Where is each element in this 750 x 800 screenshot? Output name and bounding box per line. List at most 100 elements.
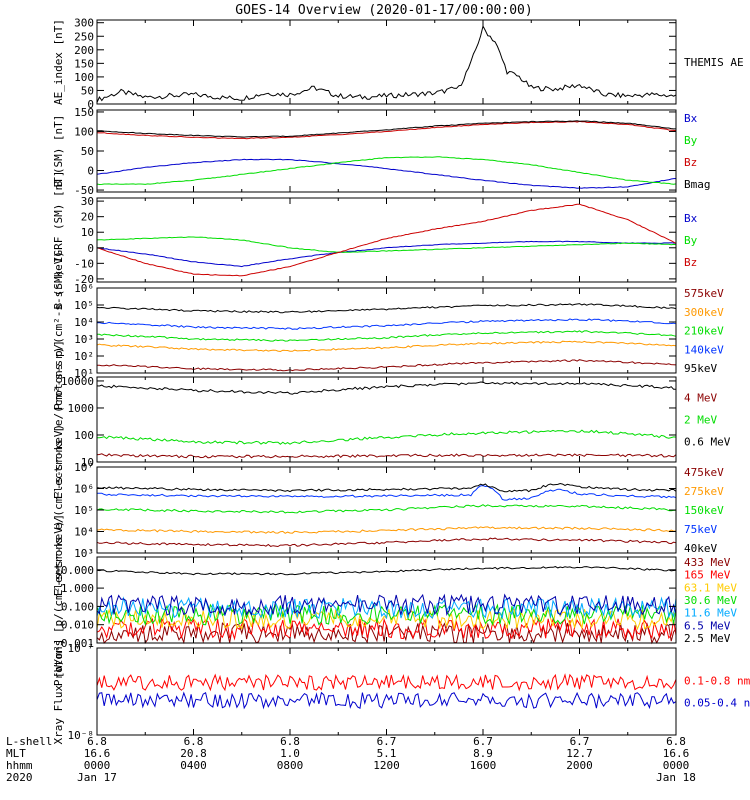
series-line-4-2 bbox=[96, 340, 677, 353]
x-tick-label: 6.8 bbox=[666, 735, 686, 748]
series-line-8-2 bbox=[96, 691, 677, 710]
legend-entry: 4 MeV bbox=[684, 392, 717, 405]
panel-2: -50 0 50 100 150 B (SM) [nT] Bx By Bz Bmag bbox=[52, 106, 711, 197]
x-axis-row-label: hhmm bbox=[6, 759, 33, 772]
panel-frame bbox=[96, 647, 677, 736]
legend-entry: Bz bbox=[684, 256, 697, 269]
series-line-6-2 bbox=[96, 526, 677, 534]
legend-entry: 0.05-0.4 nm bbox=[684, 697, 750, 710]
series-line-4-4 bbox=[97, 318, 677, 330]
legend-entry: Bmag bbox=[684, 178, 711, 191]
series-line-6-4 bbox=[97, 485, 677, 501]
y-tick-label: 1000 bbox=[68, 402, 95, 415]
legend-entry: 140keV bbox=[684, 343, 724, 356]
legend-entry: 2 MeV bbox=[684, 414, 717, 427]
legend-entry: Bz bbox=[684, 156, 697, 169]
y-tick-label: 150 bbox=[74, 57, 94, 70]
x-tick-label: 20.8 bbox=[180, 747, 207, 760]
y-axis-label: Xray Flux [W/m²] bbox=[52, 639, 65, 745]
y-axis-label: Electrons e/(cm²-s-sr-keV) bbox=[52, 424, 65, 596]
x-tick-label: 6.8 bbox=[87, 735, 107, 748]
legend-entry: 75keV bbox=[684, 523, 717, 536]
series-line-6-1 bbox=[96, 537, 677, 548]
y-tick-label: -20 bbox=[74, 273, 94, 286]
series-line-1-1 bbox=[96, 24, 677, 103]
y-axis-label: Protons p/(cm²-s-sr-keV) bbox=[52, 251, 65, 410]
series-line-7-6 bbox=[96, 593, 677, 617]
x-tick-label: 0800 bbox=[277, 759, 304, 772]
y-tick-label: 100 bbox=[74, 125, 94, 138]
series-line-3-2 bbox=[96, 236, 677, 253]
series-line-2-2 bbox=[96, 156, 677, 186]
y-tick-label: 10 bbox=[81, 456, 94, 469]
legend-entry: 2.5 MeV bbox=[684, 632, 731, 645]
y-tick-label: 50 bbox=[81, 145, 94, 158]
legend-entry: 275keV bbox=[684, 485, 724, 498]
y-tick-label: 10000 bbox=[61, 375, 94, 388]
legend-entry: THEMIS AE bbox=[684, 56, 744, 69]
legend-entry: 63.1 MeV bbox=[684, 581, 737, 594]
x-tick-label: 6.8 bbox=[280, 735, 300, 748]
legend-entry: Bx bbox=[684, 212, 698, 225]
x-tick-label: 6.7 bbox=[377, 735, 397, 748]
series-line-5-2 bbox=[96, 429, 677, 445]
y-tick-label: 100 bbox=[74, 429, 94, 442]
y-tick-label: -10 bbox=[74, 257, 94, 270]
x-tick-label: 16.6 bbox=[84, 747, 111, 760]
x-tick-label: 1200 bbox=[373, 759, 400, 772]
panel-frame bbox=[96, 197, 677, 283]
y-tick-label: 100 bbox=[74, 71, 94, 84]
y-tick-label: 10⁻⁸ bbox=[68, 729, 95, 742]
y-tick-label: 300 bbox=[74, 17, 94, 30]
legend-entry: By bbox=[684, 134, 698, 147]
y-tick-label: 10⁵ bbox=[74, 299, 94, 312]
y-axis-label: B (SM) [nT] bbox=[52, 115, 65, 188]
y-tick-label: 1.000 bbox=[61, 582, 94, 595]
figure-title: GOES-14 Overview (2020-01-17/00:00:00) bbox=[235, 3, 532, 18]
y-tick-label: 20 bbox=[81, 211, 94, 224]
x-tick-label: Jan 17 bbox=[77, 771, 117, 784]
y-axis-label: AE_index [nT] bbox=[52, 19, 65, 105]
legend-entry: 0.6 MeV bbox=[684, 436, 731, 449]
series-line-7-2 bbox=[96, 617, 677, 641]
y-tick-label: 10⁴ bbox=[74, 316, 94, 329]
x-tick-label: 8.9 bbox=[473, 747, 493, 760]
x-tick-label: 1.0 bbox=[280, 747, 300, 760]
legend-entry: 575keV bbox=[684, 287, 724, 300]
y-axis-label: B (SM)-IGRF (SM) [nT] bbox=[52, 170, 65, 309]
x-tick-label: 6.7 bbox=[473, 735, 493, 748]
legend-entry: 165 MeV bbox=[684, 569, 731, 582]
x-tick-label: 12.7 bbox=[566, 747, 593, 760]
y-tick-label: 0.010 bbox=[61, 619, 94, 632]
y-tick-label: 10⁶ bbox=[74, 483, 94, 496]
y-tick-label: 10⁴ bbox=[74, 526, 94, 539]
legend-entry: By bbox=[684, 234, 698, 247]
series-line-2-4 bbox=[96, 120, 676, 138]
y-tick-label: 10¹ bbox=[74, 367, 94, 380]
y-tick-label: 250 bbox=[74, 30, 94, 43]
y-tick-label: 0.001 bbox=[61, 637, 94, 650]
legend-entry: 300keV bbox=[684, 306, 724, 319]
y-tick-label: 10 bbox=[81, 226, 94, 239]
legend-entry: Bx bbox=[684, 112, 698, 125]
legend-entry: 0.1-0.8 nm bbox=[684, 675, 750, 688]
panel-3: -20 -10 0 10 20 30 B (SM)-IGRF (SM) [nT] Bx By Bz bbox=[52, 170, 698, 309]
y-tick-label: 10⁵ bbox=[74, 504, 94, 517]
x-axis-row-label: L-shell bbox=[6, 735, 52, 748]
x-tick-label: 0000 bbox=[84, 759, 111, 772]
legend-entry: 11.6 MeV bbox=[684, 607, 737, 620]
legend-entry: 475keV bbox=[684, 466, 724, 479]
panel-frame bbox=[96, 19, 677, 105]
legend-entry: 150keV bbox=[684, 504, 724, 517]
x-tick-label: 0000 bbox=[663, 759, 690, 772]
y-tick-label: 10³ bbox=[74, 547, 94, 560]
y-axis-label: Electrons [e/(cm²-s-sr)] bbox=[52, 340, 65, 499]
series-line-6-3 bbox=[96, 504, 677, 514]
y-tick-label: 0.100 bbox=[61, 600, 94, 613]
